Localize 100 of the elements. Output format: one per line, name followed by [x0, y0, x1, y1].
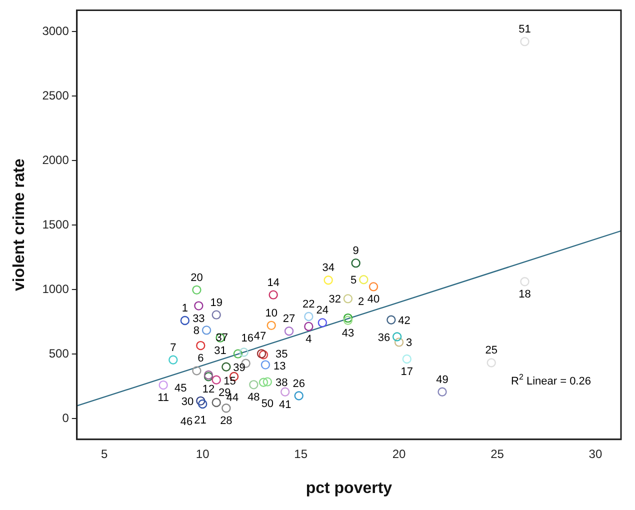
point: [438, 387, 447, 396]
point: [168, 355, 178, 364]
annotation: 16: [241, 332, 254, 345]
annotation: 30: [181, 396, 194, 408]
point: [194, 301, 204, 310]
annotation: 45: [174, 382, 187, 395]
annotation: 43: [342, 327, 354, 340]
annotation: 47: [254, 330, 266, 342]
annotation: 39: [233, 362, 246, 374]
x-tick-label: 10: [196, 446, 210, 461]
point: [324, 276, 333, 285]
point: [402, 354, 412, 364]
point: [520, 277, 530, 286]
y-tick-label: 1500: [42, 217, 70, 232]
annotation: 48: [248, 392, 260, 404]
annotation: 40: [367, 294, 380, 306]
y-tick-label: 0: [62, 411, 70, 426]
point: [318, 318, 328, 328]
point: [249, 380, 258, 390]
annotation: 8: [193, 325, 200, 338]
point: [222, 362, 231, 372]
annotation: 49: [436, 374, 448, 386]
point: [212, 310, 221, 320]
point: [262, 377, 272, 386]
point: [520, 36, 530, 46]
point: [212, 375, 221, 384]
annotation: 6: [198, 352, 204, 365]
annotation: 15: [224, 375, 236, 388]
point: [343, 316, 353, 325]
point: [239, 348, 248, 357]
annotation: 32: [328, 294, 341, 306]
x-tick-label: 20: [392, 446, 406, 461]
point: [258, 378, 268, 387]
point: [192, 285, 202, 295]
point: [394, 338, 404, 347]
point: [284, 326, 294, 336]
y-tick-label: 1000: [42, 282, 70, 296]
y-tick-label: 3000: [42, 24, 70, 38]
x-tick-label: 15: [294, 446, 308, 461]
x-axis-title: pct poverty: [306, 480, 392, 497]
point: [268, 290, 278, 300]
y-tick-label: 500: [48, 346, 70, 361]
annotation: 13: [274, 360, 286, 372]
annotation: 1: [182, 302, 188, 315]
point: [212, 398, 221, 408]
annotation: 9: [352, 245, 359, 258]
annotation: 4: [306, 333, 312, 346]
y-axis-title: violent crime rate: [11, 158, 28, 292]
annotation: 31: [214, 344, 226, 357]
annotation: 20: [190, 272, 203, 284]
annotation: 5: [350, 274, 357, 287]
x-tick-label: 30: [588, 446, 602, 461]
annotation: 12: [202, 384, 215, 396]
x-tick-label: 25: [490, 446, 504, 461]
annotation: 50: [261, 398, 274, 410]
annotation: 41: [278, 398, 292, 411]
annotation: 17: [400, 366, 414, 378]
annotation: 38: [275, 376, 288, 389]
annotation: 26: [292, 378, 305, 390]
annotation: 28: [220, 415, 232, 428]
point: [233, 349, 243, 358]
annotation: 36: [378, 332, 390, 344]
y-tick-label: 2500: [42, 88, 70, 102]
annotation: 3: [406, 337, 412, 350]
point: [180, 316, 190, 326]
annotation: 51: [518, 24, 531, 36]
point: [294, 391, 304, 400]
point: [266, 320, 276, 330]
x-tick-label: 5: [101, 446, 108, 461]
point: [486, 358, 496, 368]
point: [343, 313, 353, 323]
annotation: 7: [170, 342, 176, 354]
point: [260, 360, 270, 370]
point: [386, 315, 396, 324]
point: [192, 366, 202, 376]
annotation: 10: [265, 307, 278, 320]
point: [202, 326, 212, 335]
point: [222, 404, 231, 413]
annotation: 18: [518, 288, 531, 301]
annotation: 34: [322, 262, 334, 274]
annotation: 2: [358, 296, 364, 308]
annotation: 14: [267, 276, 280, 289]
y-tick-label: 2000: [42, 152, 70, 167]
annotation: 27: [282, 313, 296, 326]
annotation: 24: [316, 304, 329, 317]
annotation: 19: [210, 296, 222, 309]
point: [368, 282, 378, 292]
annotation: 25: [485, 344, 498, 357]
annotation: 46: [180, 416, 193, 428]
point: [359, 274, 368, 284]
point: [198, 399, 208, 409]
point: [158, 380, 168, 390]
point: [351, 258, 360, 268]
annotation: 33: [192, 312, 205, 325]
annotation: 42: [398, 314, 410, 327]
point: [392, 332, 402, 342]
point: [280, 387, 290, 396]
annotation: 35: [276, 348, 288, 361]
annotation: 11: [158, 392, 170, 404]
point: [304, 312, 314, 322]
